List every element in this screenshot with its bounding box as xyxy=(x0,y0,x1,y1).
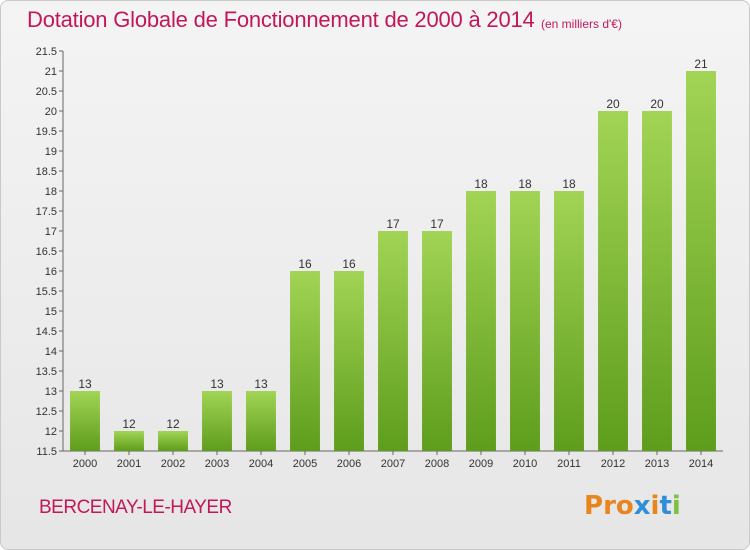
y-tick-label: 17 xyxy=(45,226,57,238)
y-tick-label: 16 xyxy=(45,266,57,278)
data-label: 21 xyxy=(694,57,708,71)
x-tick-label: 2001 xyxy=(117,458,141,470)
data-label: 16 xyxy=(298,257,312,271)
y-tick-label: 19 xyxy=(45,146,57,158)
y-tick-label: 17.5 xyxy=(36,206,57,218)
bar xyxy=(686,71,716,451)
bar xyxy=(290,271,320,451)
bar xyxy=(466,191,496,451)
x-tick-label: 2012 xyxy=(601,458,625,470)
x-tick-label: 2002 xyxy=(161,458,185,470)
y-tick-label: 18 xyxy=(45,186,57,198)
y-tick-label: 19.5 xyxy=(36,126,57,138)
data-label: 12 xyxy=(122,417,136,431)
x-tick-label: 2010 xyxy=(513,458,537,470)
y-tick-label: 12 xyxy=(45,426,57,438)
y-tick-label: 16.5 xyxy=(36,246,57,258)
bar xyxy=(158,431,188,451)
x-tick-label: 2013 xyxy=(645,458,669,470)
bar xyxy=(114,431,144,451)
commune-name: BERCENAY-LE-HAYER xyxy=(39,497,232,518)
data-label: 18 xyxy=(518,177,532,191)
bar xyxy=(334,271,364,451)
bar xyxy=(642,111,672,451)
data-label: 17 xyxy=(386,217,400,231)
y-tick-label: 12.5 xyxy=(36,406,57,418)
data-label: 12 xyxy=(166,417,180,431)
chart-title: Dotation Globale de Fonctionnement de 20… xyxy=(27,7,535,32)
bar xyxy=(70,391,100,451)
y-tick-label: 20 xyxy=(45,106,57,118)
logo-letter: i xyxy=(671,491,681,521)
bar xyxy=(246,391,276,451)
bar xyxy=(378,231,408,451)
y-tick-label: 21.5 xyxy=(36,46,57,58)
x-tick-label: 2014 xyxy=(689,458,713,470)
bar xyxy=(598,111,628,451)
chart-unit: (en milliers d'€) xyxy=(541,17,622,31)
data-label: 13 xyxy=(78,377,92,391)
y-tick-label: 14.5 xyxy=(36,326,57,338)
logo-letter: i xyxy=(650,491,660,521)
logo-letter: t xyxy=(659,491,672,521)
data-label: 13 xyxy=(254,377,268,391)
bar xyxy=(554,191,584,451)
logo-letter: x xyxy=(633,491,651,521)
x-tick-label: 2005 xyxy=(293,458,317,470)
y-tick-label: 13 xyxy=(45,386,57,398)
y-tick-label: 14 xyxy=(45,346,57,358)
x-tick-label: 2007 xyxy=(381,458,405,470)
y-tick-label: 15.5 xyxy=(36,286,57,298)
y-tick-label: 18.5 xyxy=(36,166,57,178)
logo-letter: r xyxy=(603,491,616,521)
y-tick-label: 21 xyxy=(45,66,57,78)
bar xyxy=(202,391,232,451)
y-tick-label: 20.5 xyxy=(36,86,57,98)
data-label: 17 xyxy=(430,217,444,231)
data-label: 20 xyxy=(606,97,620,111)
y-tick-label: 15 xyxy=(45,306,57,318)
y-tick-label: 11.5 xyxy=(36,446,57,458)
bar xyxy=(510,191,540,451)
data-label: 16 xyxy=(342,257,356,271)
x-tick-label: 2008 xyxy=(425,458,449,470)
data-label: 18 xyxy=(562,177,576,191)
proxiti-logo: Proxiti xyxy=(584,491,681,521)
x-tick-label: 2006 xyxy=(337,458,361,470)
x-tick-label: 2003 xyxy=(205,458,229,470)
x-tick-label: 2011 xyxy=(557,458,581,470)
x-tick-label: 2009 xyxy=(469,458,493,470)
logo-letter: o xyxy=(615,491,634,521)
logo-letter: P xyxy=(584,491,604,521)
x-tick-label: 2004 xyxy=(249,458,273,470)
y-tick-label: 13.5 xyxy=(36,366,57,378)
x-tick-label: 2000 xyxy=(73,458,97,470)
data-label: 20 xyxy=(650,97,664,111)
bar xyxy=(422,231,452,451)
data-label: 13 xyxy=(210,377,224,391)
data-label: 18 xyxy=(474,177,488,191)
